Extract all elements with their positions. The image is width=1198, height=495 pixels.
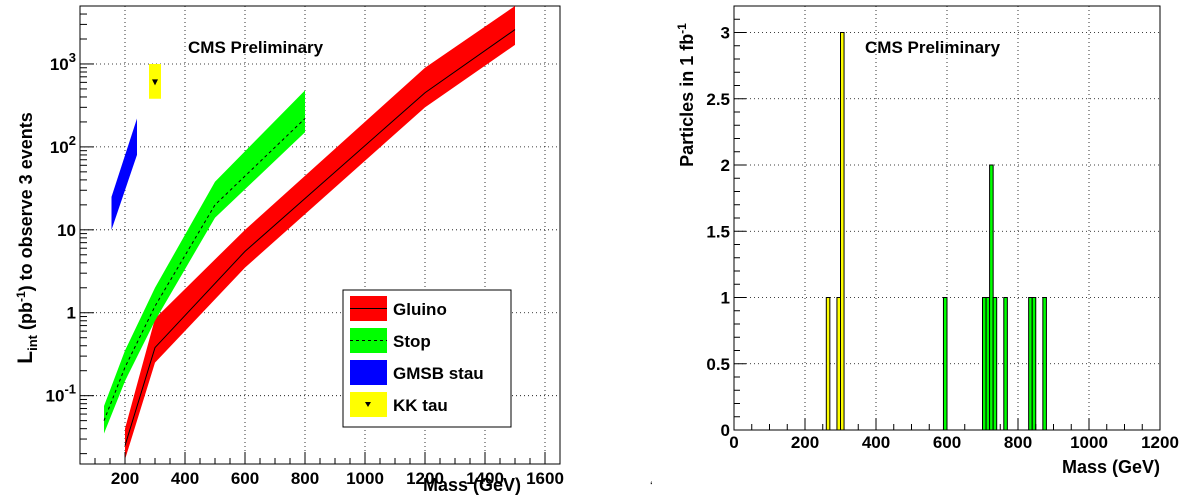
left-y-tick-label: 102 <box>50 133 76 157</box>
right-y-axis-title: Particles in 1 fb-1 <box>675 23 697 167</box>
left-x-tick-label: 1000 <box>346 469 384 488</box>
right-bars <box>825 32 1047 431</box>
right-x-tick-label: 600 <box>933 433 961 452</box>
band-gmsb-stau <box>111 118 137 230</box>
left-x-tick-label: 1400 <box>466 469 504 488</box>
legend-label: GMSB stau <box>393 364 484 383</box>
right-x-tick-label: 1200 <box>1141 433 1179 452</box>
right-y-tick-label: 0 <box>721 421 730 440</box>
right-y-tick-label: 0.5 <box>706 355 730 374</box>
integrated-luminosity-chart: 200 400 600 800 1000 1200 1400 1600 10-1 1 10 102 10… <box>14 5 564 495</box>
histogram-bar <box>992 297 998 431</box>
right-y-tick-label: 1.5 <box>706 222 730 241</box>
right-y-tick-label: 2.5 <box>706 90 730 109</box>
center-line-stop <box>103 118 306 421</box>
kk-tau-marker <box>152 79 158 86</box>
right-y-tick-label: 3 <box>721 24 730 43</box>
left-x-axis-title: Mass (GeV) <box>423 475 521 495</box>
histogram-bar <box>942 297 948 431</box>
right-x-axis-title: Mass (GeV) <box>1062 457 1160 477</box>
histogram-bar <box>985 297 991 431</box>
left-x-tick-label: 200 <box>111 469 139 488</box>
histogram-bar <box>836 297 842 431</box>
stray-mark: ‘ <box>650 479 653 493</box>
right-axes: 0 200 400 600 800 1000 1200 0 0.5 1 1.5 2 2.5 3 <box>706 18 1179 452</box>
left-axes: 200 400 600 800 1000 1200 1400 1600 10-1 1 10 102 10… <box>46 5 564 488</box>
left-x-tick-label: 800 <box>291 469 319 488</box>
histogram-bar <box>840 32 845 431</box>
left-y-tick-label: 10 <box>57 221 76 240</box>
legend-label: Gluino <box>393 300 447 319</box>
band-gluino <box>125 6 515 460</box>
legend-label: KK tau <box>393 396 448 415</box>
left-y-axis-title: Lint (pb-1) to observe 3 events <box>14 112 40 363</box>
histogram-bar <box>825 297 831 431</box>
histogram-bar <box>989 164 994 431</box>
right-x-tick-label: 400 <box>862 433 890 452</box>
histogram-bar <box>1031 297 1037 431</box>
right-x-tick-label: 1000 <box>1070 433 1108 452</box>
histogram-bar <box>1003 297 1008 431</box>
left-annotation: CMS Preliminary <box>188 38 324 57</box>
right-x-tick-label: 200 <box>791 433 819 452</box>
histogram-bar <box>982 297 987 431</box>
left-x-tick-label: 400 <box>171 469 199 488</box>
legend: Gluino Stop GMSB stau KK tau <box>342 289 512 428</box>
left-x-tick-label: 1200 <box>406 469 444 488</box>
legend-label: Stop <box>393 332 431 351</box>
left-y-tick-label: 1 <box>67 304 76 323</box>
legend-swatch-gmsb-stau <box>350 360 387 385</box>
histogram-bar <box>1042 297 1047 431</box>
left-x-tick-label: 1600 <box>526 469 564 488</box>
left-y-tick-label: 10-1 <box>46 382 76 406</box>
histogram-bar <box>1028 297 1033 431</box>
left-center-lines <box>103 29 516 446</box>
particle-mass-histogram: 0 200 400 600 800 1000 1200 0 0.5 1 1.5 2 2.5 3 CMS P… <box>675 5 1179 477</box>
right-x-tick-label: 0 <box>729 433 738 452</box>
right-y-tick-label: 1 <box>721 289 730 308</box>
band-stop <box>104 90 305 434</box>
left-x-tick-label: 600 <box>231 469 259 488</box>
right-y-tick-label: 2 <box>721 156 730 175</box>
right-annotation: CMS Preliminary <box>865 38 1001 57</box>
left-y-tick-label: 103 <box>50 50 76 74</box>
center-line-gluino <box>124 29 516 446</box>
right-x-tick-label: 800 <box>1004 433 1032 452</box>
legend-marker-triangle <box>365 402 371 407</box>
